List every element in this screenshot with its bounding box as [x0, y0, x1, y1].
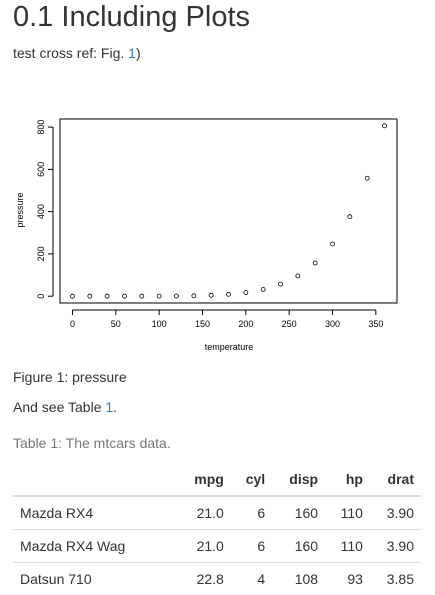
table-caption: Table 1: The mtcars data. — [13, 434, 171, 452]
data-point — [157, 294, 161, 298]
x-tick-label: 300 — [325, 319, 340, 329]
table-ref-link[interactable]: 1 — [105, 399, 113, 415]
x-axis-label: temperature — [205, 342, 254, 352]
x-axis: 0 50 100 150 200 250 300 350 — [70, 310, 383, 329]
table-row: Mazda RX4 Wag 21.0 6 160 110 3.90 — [13, 530, 421, 563]
table-row: Datsun 710 22.8 4 108 93 3.85 — [13, 563, 421, 595]
table-header-row: mpg cyl disp hp drat — [13, 462, 421, 496]
cell-name: Mazda RX4 Wag — [13, 530, 177, 563]
data-point — [348, 215, 352, 219]
y-tick-label: 0 — [36, 294, 46, 299]
pressure-plot: 0 50 100 150 200 250 300 350 0 200 400 600 800 temp… — [0, 108, 435, 358]
cell-name: Datsun 710 — [13, 563, 177, 595]
cell-disp: 160 — [272, 496, 325, 530]
data-point — [88, 294, 92, 298]
data-point — [261, 287, 265, 291]
col-header-drat: drat — [370, 462, 421, 496]
data-point — [227, 292, 231, 296]
mtcars-table: mpg cyl disp hp drat Mazda RX4 21.0 6 16… — [13, 462, 421, 595]
cell-mpg: 22.8 — [177, 563, 231, 595]
cross-ref-text: test cross ref: Fig. — [13, 45, 128, 61]
cell-cyl: 6 — [231, 496, 272, 530]
data-point — [105, 294, 109, 298]
y-tick-label: 200 — [36, 246, 46, 261]
x-tick-label: 200 — [238, 319, 253, 329]
x-tick-label: 0 — [70, 319, 75, 329]
y-tick-label: 800 — [36, 120, 46, 135]
cell-drat: 3.90 — [370, 496, 421, 530]
plot-box — [60, 119, 397, 303]
y-tick-label: 600 — [36, 162, 46, 177]
cross-ref-suffix: ) — [136, 45, 141, 61]
data-point — [140, 294, 144, 298]
cell-disp: 108 — [272, 563, 325, 595]
cell-mpg: 21.0 — [177, 496, 231, 530]
data-points — [70, 124, 386, 298]
x-tick-label: 250 — [282, 319, 297, 329]
data-point — [209, 293, 213, 297]
table-ref-suffix: . — [113, 399, 117, 415]
col-header-hp: hp — [325, 462, 370, 496]
x-tick-label: 350 — [368, 319, 383, 329]
col-header-cyl: cyl — [231, 462, 272, 496]
y-tick-label: 400 — [36, 204, 46, 219]
data-point — [331, 242, 335, 246]
cell-cyl: 6 — [231, 530, 272, 563]
data-point — [70, 294, 74, 298]
figure-ref-link[interactable]: 1 — [128, 45, 136, 61]
x-tick-label: 100 — [152, 319, 167, 329]
cell-drat: 3.90 — [370, 530, 421, 563]
cell-cyl: 4 — [231, 563, 272, 595]
data-point — [279, 282, 283, 286]
cell-disp: 160 — [272, 530, 325, 563]
x-tick-label: 50 — [111, 319, 121, 329]
cell-hp: 110 — [325, 530, 370, 563]
data-point — [313, 261, 317, 265]
cell-name: Mazda RX4 — [13, 496, 177, 530]
data-point — [174, 294, 178, 298]
section-heading: 0.1 Including Plots — [13, 0, 250, 34]
data-point — [365, 176, 369, 180]
col-header-mpg: mpg — [177, 462, 231, 496]
cell-mpg: 21.0 — [177, 530, 231, 563]
col-header-disp: disp — [272, 462, 325, 496]
cell-hp: 93 — [325, 563, 370, 595]
data-point — [192, 294, 196, 298]
col-header-name — [13, 462, 177, 496]
section-title: Including Plots — [61, 1, 250, 33]
table-ref-text: And see Table — [13, 399, 105, 415]
y-axis: 0 200 400 600 800 — [36, 120, 53, 299]
y-axis-label: pressure — [15, 192, 25, 227]
data-point — [122, 294, 126, 298]
cell-hp: 110 — [325, 496, 370, 530]
table-row: Mazda RX4 21.0 6 160 110 3.90 — [13, 496, 421, 530]
cross-ref-paragraph: test cross ref: Fig. 1) — [13, 44, 141, 62]
table-ref-paragraph: And see Table 1. — [13, 398, 117, 416]
data-point — [296, 274, 300, 278]
section-number: 0.1 — [13, 1, 53, 33]
figure-caption: Figure 1: pressure — [13, 368, 127, 386]
data-point — [383, 124, 387, 128]
x-tick-label: 150 — [195, 319, 210, 329]
data-point — [244, 291, 248, 295]
cell-drat: 3.85 — [370, 563, 421, 595]
